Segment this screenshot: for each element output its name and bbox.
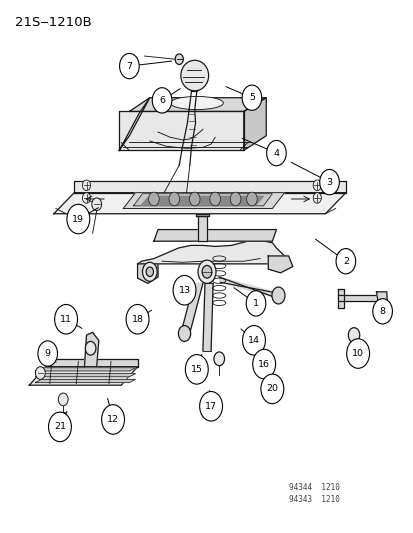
Polygon shape — [129, 98, 266, 111]
Text: 12: 12 — [107, 415, 119, 424]
Polygon shape — [268, 256, 292, 273]
Circle shape — [197, 260, 216, 284]
Text: 16: 16 — [258, 360, 270, 369]
Ellipse shape — [170, 96, 223, 110]
Circle shape — [189, 192, 199, 206]
Polygon shape — [182, 284, 202, 330]
Circle shape — [214, 352, 224, 366]
Circle shape — [260, 374, 283, 403]
Polygon shape — [36, 368, 135, 371]
Text: 10: 10 — [351, 349, 363, 358]
Text: 7: 7 — [126, 62, 132, 70]
Text: 8: 8 — [379, 307, 385, 316]
Text: 15: 15 — [190, 365, 202, 374]
Polygon shape — [74, 181, 345, 192]
Circle shape — [175, 54, 183, 64]
Circle shape — [152, 88, 171, 113]
Circle shape — [246, 291, 265, 316]
Polygon shape — [137, 264, 158, 284]
Polygon shape — [375, 292, 387, 306]
Text: 2: 2 — [342, 257, 348, 266]
Polygon shape — [219, 277, 277, 298]
Text: 6: 6 — [159, 96, 165, 105]
Polygon shape — [29, 367, 137, 385]
Ellipse shape — [180, 60, 208, 91]
Circle shape — [230, 192, 240, 206]
Text: 17: 17 — [204, 402, 216, 411]
Text: 13: 13 — [178, 286, 190, 295]
Circle shape — [266, 140, 285, 166]
Text: 4: 4 — [273, 149, 279, 158]
Polygon shape — [54, 192, 345, 214]
Text: 11: 11 — [60, 315, 72, 324]
Text: 19: 19 — [72, 214, 84, 223]
Circle shape — [185, 354, 208, 384]
Circle shape — [335, 248, 355, 274]
Circle shape — [119, 53, 139, 79]
Text: 21: 21 — [54, 422, 66, 431]
Circle shape — [126, 304, 149, 334]
Circle shape — [319, 169, 339, 195]
Circle shape — [347, 328, 359, 342]
Circle shape — [271, 287, 284, 304]
Polygon shape — [84, 333, 99, 367]
Polygon shape — [154, 230, 276, 241]
Polygon shape — [141, 196, 263, 205]
Circle shape — [82, 180, 90, 191]
Circle shape — [313, 180, 320, 191]
Circle shape — [36, 367, 45, 379]
Circle shape — [246, 192, 256, 206]
Polygon shape — [197, 216, 206, 241]
Circle shape — [58, 393, 68, 406]
Polygon shape — [119, 111, 243, 150]
Text: 94343  1210: 94343 1210 — [288, 495, 339, 504]
Polygon shape — [202, 284, 213, 351]
Text: 5: 5 — [248, 93, 254, 102]
Circle shape — [346, 339, 369, 368]
Circle shape — [178, 326, 190, 342]
Circle shape — [252, 349, 275, 379]
Circle shape — [48, 412, 71, 442]
Circle shape — [173, 276, 195, 305]
Circle shape — [313, 192, 320, 203]
Text: 21S‒1210B: 21S‒1210B — [15, 16, 92, 29]
Text: 9: 9 — [45, 349, 50, 358]
Circle shape — [142, 262, 157, 281]
Polygon shape — [36, 379, 135, 383]
Circle shape — [82, 192, 90, 203]
Circle shape — [101, 405, 124, 434]
Text: 94344  1210: 94344 1210 — [288, 483, 339, 492]
Polygon shape — [243, 98, 266, 150]
Circle shape — [242, 326, 265, 355]
Circle shape — [85, 342, 96, 355]
Circle shape — [169, 192, 179, 206]
Polygon shape — [123, 192, 284, 208]
Circle shape — [92, 198, 101, 211]
Circle shape — [372, 298, 392, 324]
Circle shape — [38, 341, 57, 366]
Circle shape — [55, 304, 77, 334]
Text: 18: 18 — [131, 315, 143, 324]
Polygon shape — [137, 241, 284, 264]
Polygon shape — [36, 374, 135, 377]
Polygon shape — [195, 214, 209, 216]
Polygon shape — [133, 193, 272, 206]
Circle shape — [209, 192, 220, 206]
Polygon shape — [337, 289, 343, 308]
Polygon shape — [337, 295, 382, 301]
Polygon shape — [119, 98, 150, 150]
Text: 14: 14 — [247, 336, 259, 345]
Text: 1: 1 — [252, 299, 259, 308]
Circle shape — [146, 267, 153, 277]
Circle shape — [202, 265, 211, 278]
Circle shape — [199, 392, 222, 421]
Polygon shape — [45, 359, 137, 367]
Text: 3: 3 — [326, 177, 332, 187]
Circle shape — [67, 204, 90, 234]
Text: 20: 20 — [266, 384, 278, 393]
Circle shape — [242, 85, 261, 110]
Circle shape — [148, 192, 159, 206]
